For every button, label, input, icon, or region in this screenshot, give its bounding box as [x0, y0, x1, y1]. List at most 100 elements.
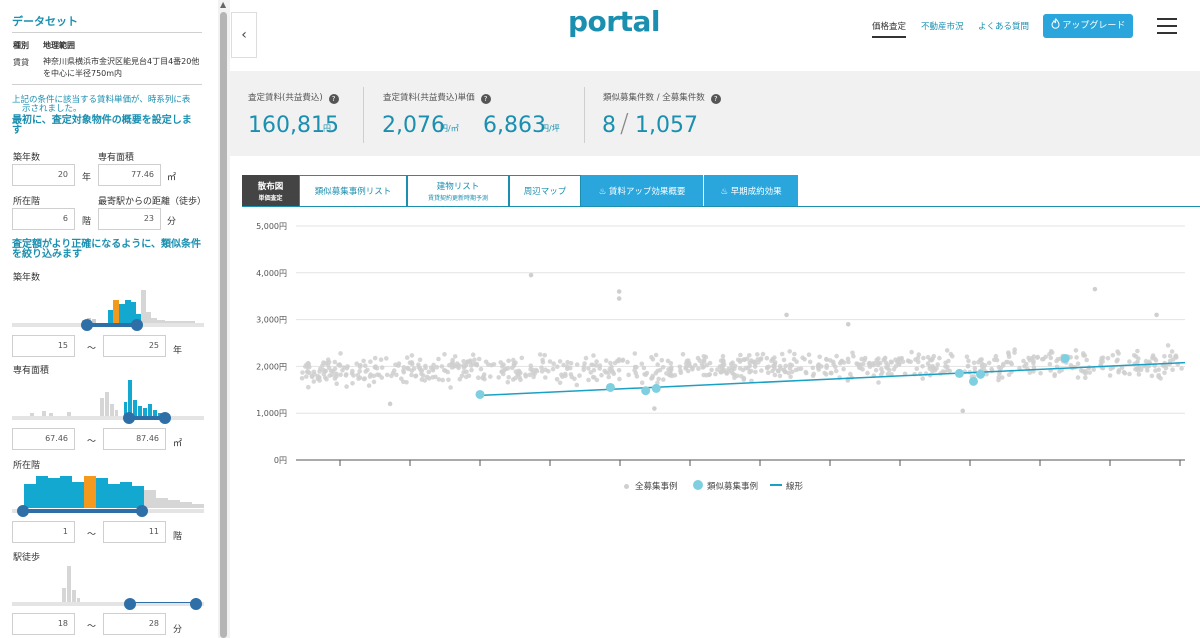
nav-item-label: 価格査定 — [872, 22, 907, 38]
y-tick-label: 4,000円 — [256, 269, 287, 278]
all-case-point — [361, 358, 366, 364]
all-case-point — [1083, 371, 1088, 376]
age-min-input[interactable]: 15 — [12, 335, 75, 357]
all-case-point — [473, 362, 479, 367]
all-case-point — [1135, 348, 1140, 354]
area-slider-max-handle[interactable] — [159, 412, 171, 424]
all-case-point — [1038, 370, 1043, 376]
help-icon[interactable]: ? — [480, 94, 491, 104]
all-case-point — [452, 354, 458, 359]
all-case-point — [362, 363, 368, 368]
walk-min-input[interactable]: 18 — [12, 613, 75, 635]
all-case-point — [1083, 375, 1088, 381]
walk-max-input[interactable]: 28 — [103, 613, 166, 635]
sidebar-scrollbar-thumb[interactable] — [220, 12, 227, 638]
all-case-point — [777, 363, 783, 369]
all-case-point — [332, 366, 338, 371]
age-slider-max-handle[interactable] — [131, 319, 143, 331]
all-case-point — [606, 374, 611, 380]
all-case-point — [419, 371, 424, 377]
all-case-point — [979, 357, 984, 362]
help-icon[interactable]: ? — [710, 94, 721, 104]
walk-slider-max-handle[interactable] — [190, 598, 202, 610]
nav-item-faq[interactable]: よくある質問 — [978, 22, 1030, 32]
all-case-point — [452, 363, 457, 369]
all-case-point — [947, 368, 952, 374]
legend-item-trend: 線形 — [770, 480, 803, 492]
tab-area-map[interactable]: 周辺マップ — [509, 175, 581, 207]
floor-slider-min-handle[interactable] — [17, 505, 29, 517]
area-max-input[interactable]: 87.46 — [103, 428, 166, 450]
tab-scatter[interactable]: 散布図 単価査定 — [242, 175, 299, 207]
flame-icon: ♨ — [598, 187, 607, 197]
help-icon[interactable]: ? — [328, 94, 339, 104]
all-case-point — [966, 358, 971, 364]
scroll-up-arrow-icon[interactable]: ▲ — [220, 0, 227, 9]
all-case-point — [1156, 374, 1161, 380]
all-case-point — [899, 355, 904, 361]
refine-line1: 査定額がより正確になるように、類似条件 — [12, 239, 201, 250]
floor-min-input[interactable]: 1 — [12, 521, 75, 543]
all-case-point — [482, 376, 487, 382]
range-separator: 〜 — [87, 622, 97, 632]
y-tick-label: 3,000円 — [256, 316, 287, 325]
all-case-point — [724, 370, 729, 375]
tab-early-contract-effect[interactable]: ♨ 早期成約効果 — [704, 175, 798, 207]
upgrade-button[interactable]: アップグレード — [1043, 14, 1133, 38]
all-case-point — [394, 372, 399, 378]
all-case-point — [1048, 355, 1054, 361]
all-case-point — [807, 359, 813, 365]
hamburger-menu-icon[interactable] — [1157, 16, 1179, 36]
walk-unit: 分 — [167, 217, 177, 227]
all-case-point — [876, 356, 881, 361]
age-max-input[interactable]: 25 — [103, 335, 166, 357]
similar-count-value: 8 — [602, 113, 616, 138]
walk-input[interactable]: 23 — [98, 208, 161, 230]
all-case-point — [1131, 353, 1137, 358]
all-case-point — [431, 362, 436, 368]
all-case-point — [416, 364, 422, 370]
all-case-point — [1105, 355, 1111, 361]
all-case-point — [368, 359, 373, 364]
area-min-input[interactable]: 67.46 — [12, 428, 75, 450]
all-case-point — [470, 352, 476, 357]
collapse-sidebar-button[interactable]: ‹ — [231, 12, 257, 58]
all-case-point — [738, 358, 743, 363]
age-slider-min-handle[interactable] — [81, 319, 93, 331]
area-slider-track[interactable] — [12, 416, 204, 420]
walk-slider-track[interactable] — [12, 602, 204, 606]
all-case-point — [668, 360, 674, 366]
all-case-point — [616, 357, 622, 362]
all-case-point — [789, 369, 795, 375]
similar-case-point — [976, 369, 986, 379]
all-case-point — [701, 372, 706, 378]
all-case-point — [363, 369, 368, 374]
all-case-point — [461, 363, 466, 368]
all-case-point — [792, 351, 797, 357]
all-case-point — [860, 367, 865, 372]
tab-building-list[interactable]: 建物リスト 賃貸契約更新時期予測 — [407, 175, 509, 207]
floor-slider-max-handle[interactable] — [136, 505, 148, 517]
nav-item-price-assessment[interactable]: 価格査定 — [872, 20, 907, 38]
all-case-point — [996, 374, 1001, 380]
all-case-point — [960, 408, 966, 414]
floor-max-input[interactable]: 11 — [103, 521, 166, 543]
floor-input[interactable]: 6 — [12, 208, 75, 230]
all-case-point — [577, 373, 582, 378]
all-case-point — [715, 367, 720, 372]
all-case-point — [1012, 350, 1017, 355]
nav-item-market[interactable]: 不動産市況 — [921, 22, 964, 32]
all-case-point — [1150, 355, 1155, 361]
walk-slider-min-handle[interactable] — [124, 598, 136, 610]
all-case-point — [650, 357, 656, 362]
age-input[interactable]: 20 — [12, 164, 75, 186]
all-case-point — [1052, 373, 1057, 379]
area-input[interactable]: 77.46 — [98, 164, 161, 186]
all-case-point — [540, 360, 546, 365]
tab-similar-cases[interactable]: 類似募集事例リスト — [299, 175, 407, 207]
logo[interactable]: portal — [568, 5, 660, 38]
tab-rent-up-effect[interactable]: ♨ 賃料アップ効果概要 — [581, 175, 703, 207]
area-slider-min-handle[interactable] — [123, 412, 135, 424]
all-case-point — [1162, 354, 1167, 359]
all-case-point — [779, 351, 785, 357]
